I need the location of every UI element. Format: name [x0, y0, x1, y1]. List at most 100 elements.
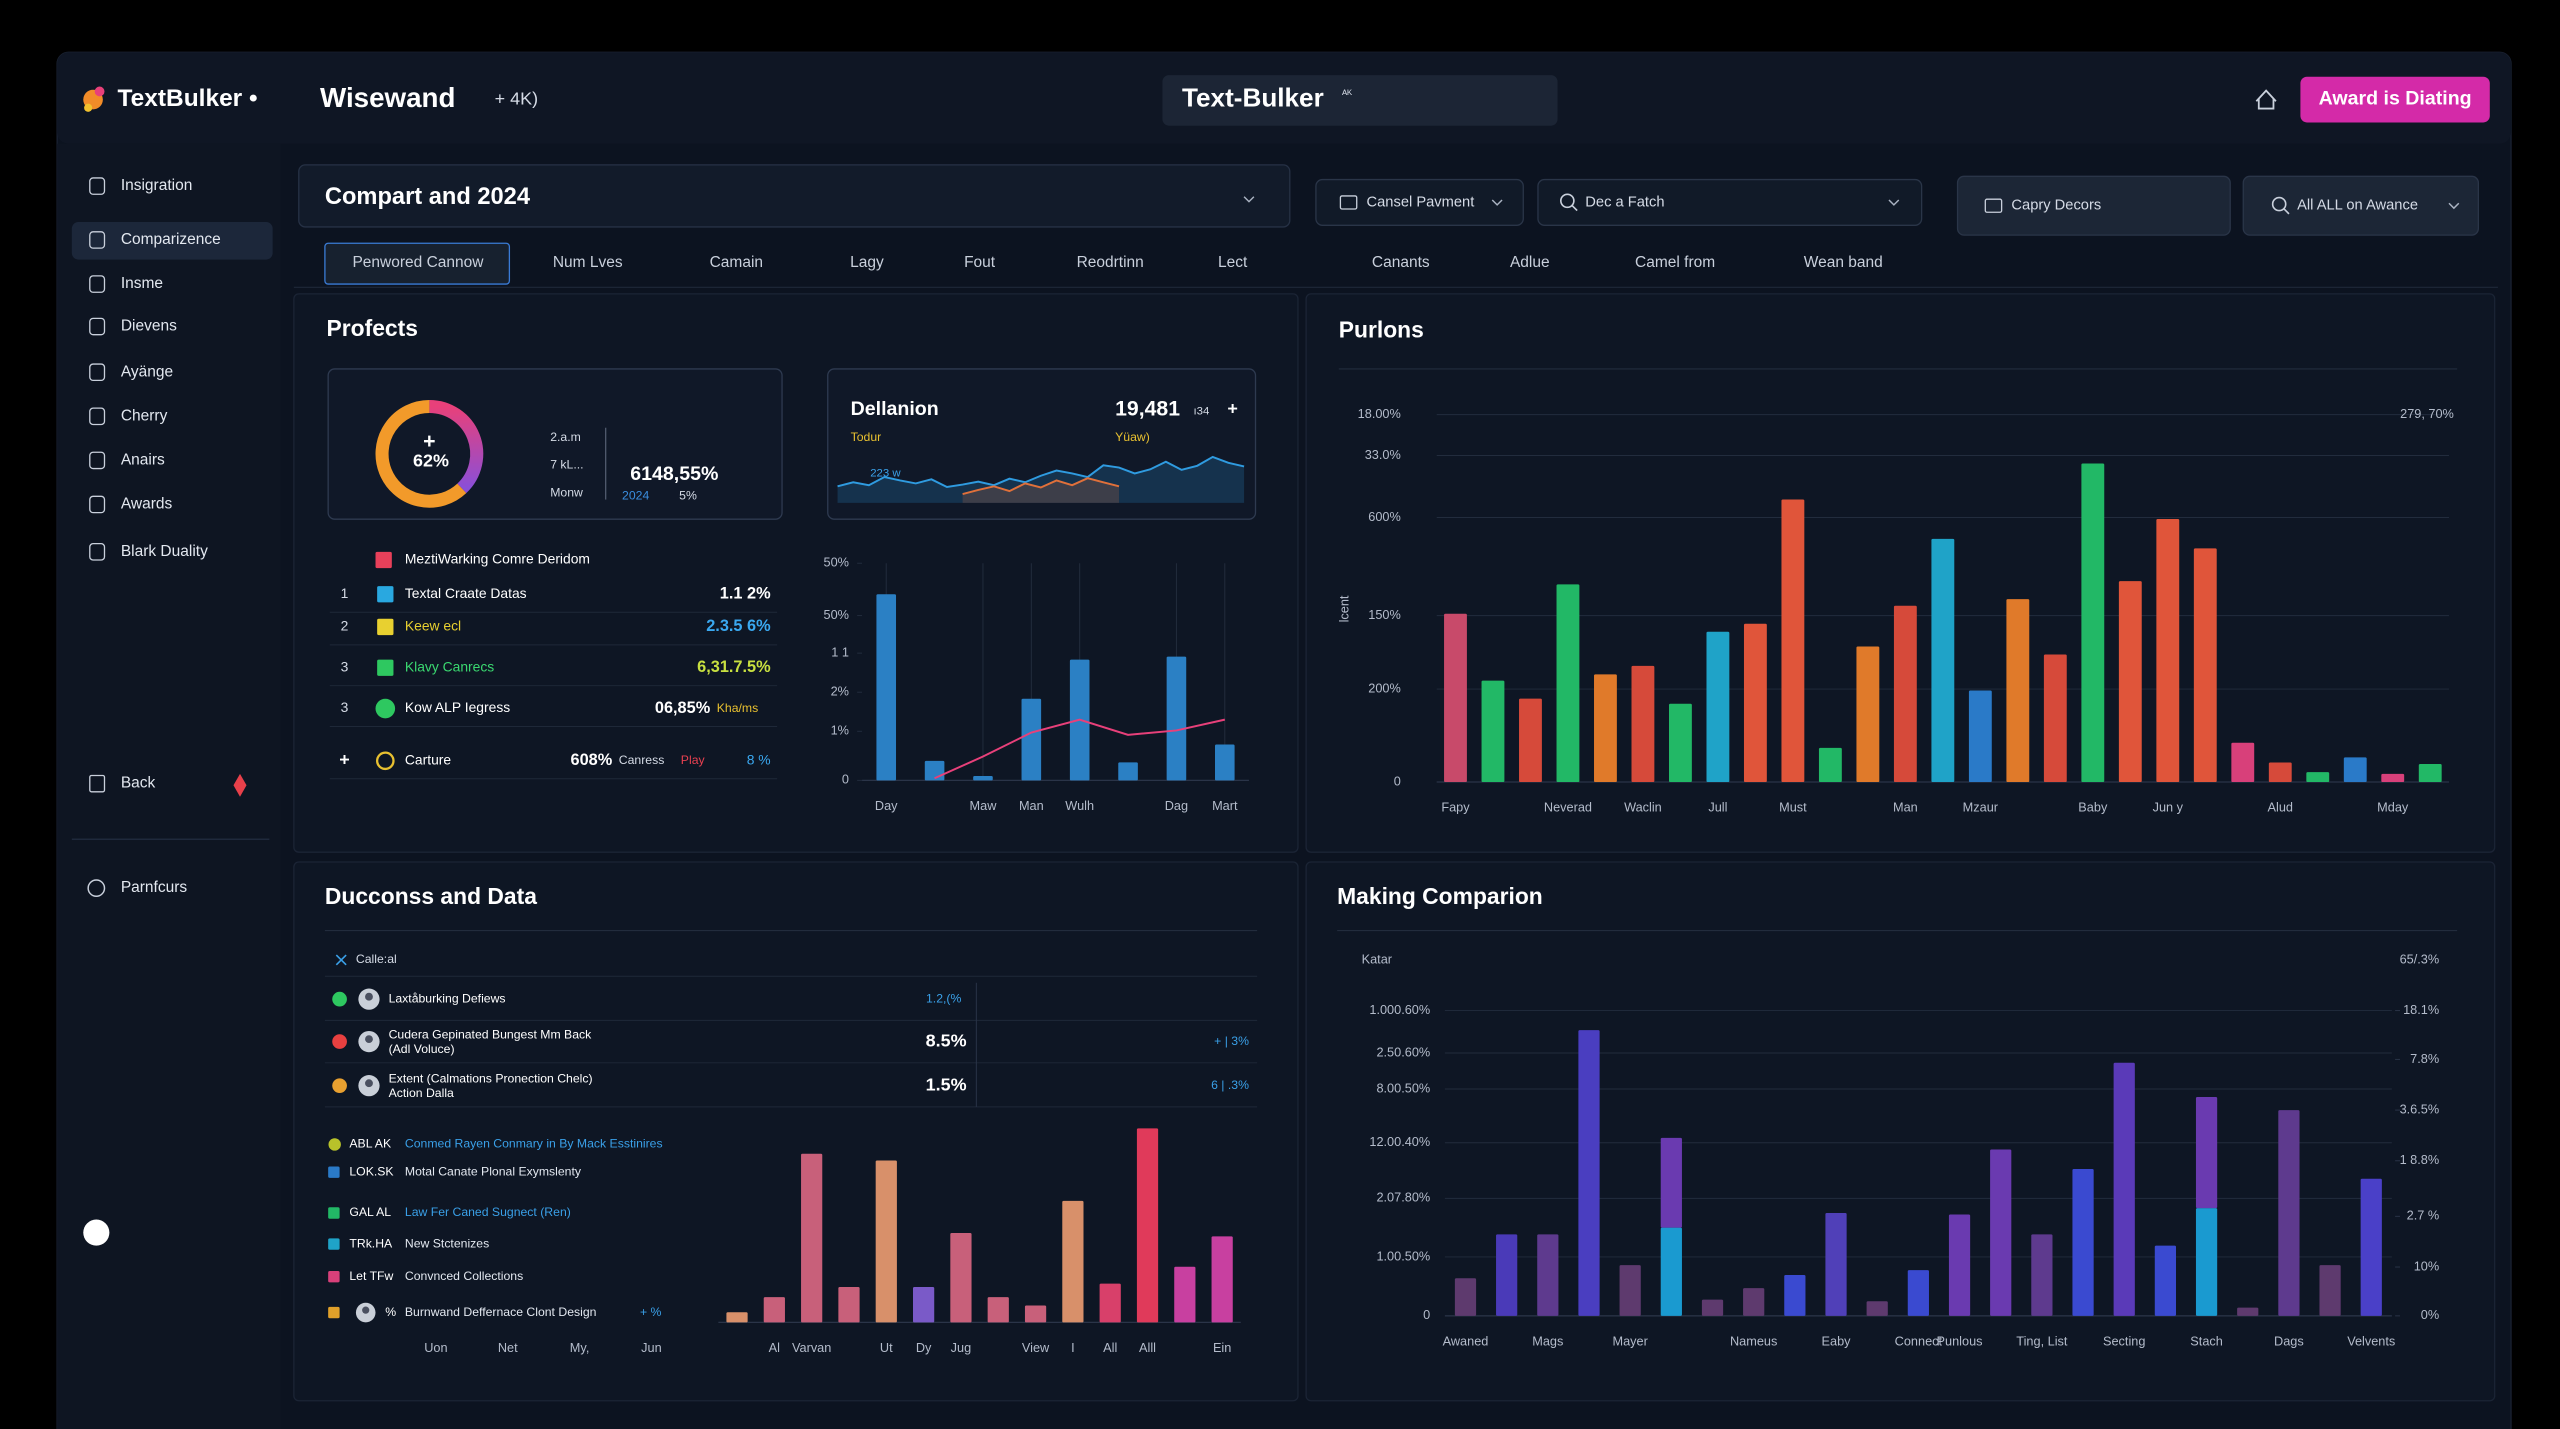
y-tick-label: 200% — [1368, 680, 1401, 695]
status-dot — [332, 1078, 347, 1094]
donut-track — [429, 399, 484, 494]
row-name: (Adl Voluce) — [389, 1042, 455, 1056]
sidebar-item[interactable]: Insigration — [121, 177, 193, 194]
x-tick-label: Mart — [1212, 798, 1238, 813]
y-tick-label: 1% — [831, 723, 849, 738]
y2-tick-label: 10% — [2414, 1258, 2439, 1273]
award-button[interactable] — [2300, 76, 2490, 123]
tab-active[interactable] — [324, 242, 511, 285]
avatar-head — [365, 1035, 373, 1044]
bar — [2043, 654, 2067, 783]
y2-tick-label: 18.1% — [2403, 1002, 2439, 1017]
x-tick-label: Jun — [641, 1340, 662, 1355]
tab[interactable]: Num Lves — [553, 254, 623, 271]
x-tick-label: Jun y — [2153, 799, 2184, 814]
sidebar-item[interactable]: Awards — [121, 496, 173, 513]
tab[interactable]: Camel from — [1635, 254, 1715, 271]
sidebar-item[interactable]: Blark Duality — [121, 543, 208, 560]
sidebar-item[interactable]: Dievens — [121, 318, 177, 335]
x-tick-label: Nameus — [1730, 1333, 1777, 1348]
x-tick-label: Mayer — [1612, 1333, 1648, 1348]
rank: 3 — [341, 699, 349, 715]
filter-text[interactable]: All ALL on Awance — [2297, 198, 2418, 214]
home-icon[interactable] — [2255, 89, 2277, 110]
sidebar-icon — [89, 495, 106, 514]
y-tick-label: 0 — [1394, 773, 1401, 788]
bar — [2195, 1208, 2218, 1316]
rank: 2 — [341, 618, 349, 634]
search-sup: ᴬᴷ — [1341, 89, 1352, 101]
rank: 1 — [341, 585, 349, 601]
bar — [838, 1286, 860, 1323]
sidebar-item[interactable]: Cherry — [121, 407, 168, 424]
filter-text[interactable]: Dec a Fatch — [1585, 194, 1664, 210]
y2-tick-label: 2.7 % — [2407, 1208, 2440, 1223]
stat-sub: 5% — [679, 489, 697, 503]
filter[interactable] — [1537, 178, 1923, 226]
bar — [1701, 1299, 1724, 1316]
x-tick-label: Connect — [1895, 1333, 1943, 1348]
row-name: Textal Craate Datas — [405, 585, 527, 601]
tab[interactable]: Camain — [710, 254, 763, 271]
sidebar-footer[interactable]: Parnfcurs — [121, 879, 188, 896]
y2-tick-label: 7.8% — [2410, 1051, 2439, 1066]
bar — [2195, 1096, 2218, 1209]
bar — [2343, 757, 2367, 783]
row-extra: Canress — [619, 753, 665, 767]
tab[interactable]: Fout — [964, 254, 996, 271]
tab[interactable]: Lect — [1218, 254, 1248, 271]
filter[interactable] — [2242, 175, 2480, 236]
bar — [2278, 1110, 2300, 1316]
spark-value: 19,481 — [1115, 397, 1180, 420]
x-tick-label: Varvan — [792, 1340, 831, 1355]
y-tick-label: 1 1 — [831, 644, 849, 659]
search-box[interactable] — [1162, 75, 1558, 126]
filter-text[interactable]: Cansel Pavment — [1367, 194, 1475, 210]
bar — [2113, 1062, 2135, 1316]
y-tick-label: 12.00.40% — [1369, 1134, 1430, 1149]
tab[interactable]: Reodrtinn — [1077, 254, 1144, 271]
tab[interactable]: Canants — [1372, 254, 1430, 271]
sidebar-item[interactable]: Ayänge — [121, 363, 173, 380]
x-tick-label: Awaned — [1443, 1333, 1489, 1348]
sidebar-icon — [89, 363, 106, 382]
bar — [2231, 742, 2255, 783]
legend-swatch — [328, 1207, 340, 1219]
bar — [2306, 772, 2330, 783]
search-icon — [2283, 208, 2290, 215]
close-icon[interactable] — [335, 954, 347, 966]
x-tick-label: Maw — [970, 798, 998, 813]
sidebar-item[interactable]: Insme — [121, 275, 163, 292]
row-value: 06,85% — [655, 699, 711, 717]
sidebar-back[interactable]: Back — [121, 775, 156, 792]
bar — [2031, 1234, 2053, 1316]
bar — [1781, 499, 1805, 783]
legend-swatch — [328, 1166, 340, 1178]
filter[interactable] — [1315, 178, 1524, 226]
tab[interactable]: Penwored Cannow — [352, 254, 484, 271]
bar — [2154, 1245, 2177, 1316]
panel-title: Making Comparion — [1337, 883, 1543, 909]
legend-code: % — [385, 1305, 396, 1319]
bar — [763, 1297, 785, 1323]
x-tick-label: Secting — [2103, 1333, 2145, 1348]
tab[interactable]: Adlue — [1510, 254, 1550, 271]
swatch — [377, 586, 394, 603]
rank: 3 — [341, 658, 349, 674]
tab[interactable]: Wean band — [1804, 254, 1883, 271]
bar — [2118, 581, 2142, 783]
filter-text[interactable]: Capry Decors — [2011, 198, 2101, 214]
award-button-text[interactable]: Award is Diating — [2319, 88, 2472, 110]
sparkline-area — [962, 478, 1120, 503]
bar — [1668, 703, 1692, 783]
sidebar-item[interactable]: Comparizence — [121, 231, 221, 248]
sidebar-item[interactable]: Anairs — [121, 451, 165, 468]
row-name: Cudera Gepinated Bungest Mm Back — [389, 1027, 593, 1041]
row-value: 1.1 2% — [720, 585, 771, 603]
x-tick-label: Jull — [1708, 799, 1727, 814]
stat-big: 6148,55% — [630, 463, 718, 485]
bar — [1743, 623, 1767, 783]
tab[interactable]: Lagy — [850, 254, 884, 271]
x-tick-label: Jug — [951, 1340, 972, 1355]
filter[interactable] — [1956, 175, 2231, 236]
